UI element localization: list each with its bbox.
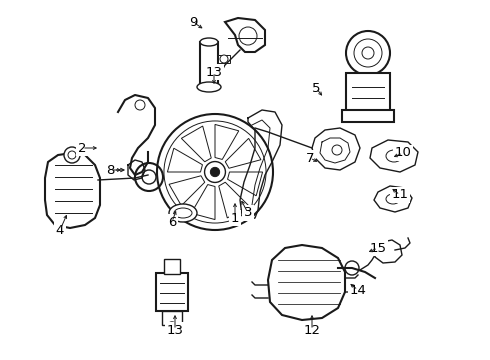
Bar: [156, 273, 188, 311]
Text: 7: 7: [306, 152, 314, 165]
Text: 14: 14: [349, 284, 367, 297]
Circle shape: [167, 322, 177, 332]
Circle shape: [220, 55, 228, 63]
Bar: [218, 55, 230, 63]
Bar: [164, 259, 180, 274]
Text: 15: 15: [369, 242, 387, 255]
Polygon shape: [45, 153, 100, 228]
Polygon shape: [225, 18, 265, 52]
Text: 13: 13: [167, 324, 183, 337]
Polygon shape: [370, 140, 418, 172]
Circle shape: [332, 145, 342, 155]
Circle shape: [64, 147, 80, 163]
Bar: [346, 73, 390, 111]
Text: 9: 9: [189, 15, 197, 28]
Text: 8: 8: [106, 163, 114, 176]
Bar: [162, 311, 182, 325]
Text: 1: 1: [231, 211, 239, 225]
Polygon shape: [312, 128, 360, 170]
Bar: [342, 110, 394, 122]
Circle shape: [210, 167, 220, 177]
Ellipse shape: [386, 194, 400, 204]
Bar: [200, 42, 218, 87]
Text: 2: 2: [78, 141, 86, 154]
Polygon shape: [268, 245, 345, 320]
Text: 3: 3: [244, 207, 252, 220]
Polygon shape: [374, 186, 412, 212]
Text: 12: 12: [303, 324, 320, 337]
Ellipse shape: [169, 204, 197, 222]
Ellipse shape: [197, 82, 221, 92]
Text: 5: 5: [312, 81, 320, 94]
Ellipse shape: [239, 27, 257, 45]
Text: 6: 6: [168, 216, 176, 229]
Text: 4: 4: [56, 224, 64, 237]
Polygon shape: [375, 240, 402, 263]
Ellipse shape: [386, 150, 402, 162]
Ellipse shape: [200, 38, 218, 46]
Text: 10: 10: [394, 147, 412, 159]
Text: 13: 13: [205, 66, 222, 78]
Circle shape: [345, 261, 359, 275]
Circle shape: [346, 31, 390, 75]
Text: 11: 11: [392, 189, 409, 202]
